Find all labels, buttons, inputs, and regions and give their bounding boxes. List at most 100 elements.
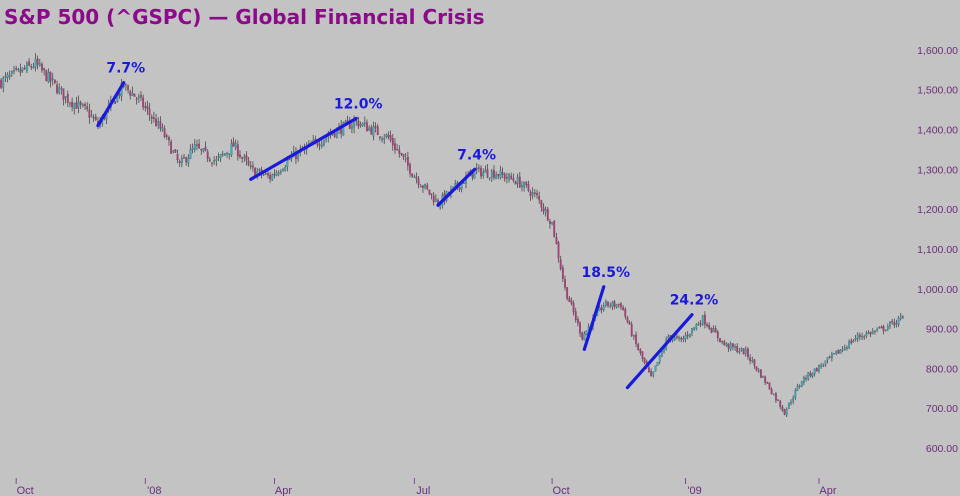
candle-body — [751, 359, 754, 362]
candle-body — [568, 297, 571, 302]
candle-body — [716, 331, 719, 339]
rally-line — [625, 313, 694, 390]
candle-body — [712, 328, 715, 333]
candle-body — [8, 74, 11, 77]
candle-body — [540, 200, 543, 208]
candle-body — [878, 327, 881, 329]
candle-body — [383, 138, 386, 140]
candle-body — [652, 371, 655, 376]
candle-body — [62, 88, 65, 100]
candle-body — [736, 346, 739, 353]
candle-body — [505, 177, 508, 179]
y-tick-label: 1,100.00 — [917, 244, 958, 256]
candle-body — [488, 177, 491, 179]
candle-body — [51, 78, 54, 80]
candle-body — [284, 167, 287, 171]
candle-body — [775, 393, 777, 401]
candle-body — [30, 66, 33, 68]
candle-body — [129, 91, 132, 96]
candle-body — [607, 301, 609, 306]
candle-body — [727, 343, 730, 349]
candle-body — [155, 118, 157, 127]
candle-body — [137, 96, 140, 98]
candle-body — [734, 346, 736, 348]
candle-body — [282, 169, 284, 171]
candle-body — [798, 385, 801, 388]
candle-body — [221, 153, 224, 156]
candle-body — [510, 175, 513, 179]
candle-body — [245, 155, 248, 161]
candle-body — [566, 287, 569, 299]
candle-body — [53, 79, 56, 83]
candle-body — [536, 193, 538, 196]
candle-body — [88, 109, 91, 118]
candle-body — [783, 409, 786, 415]
candle-body — [792, 398, 795, 402]
candle-body — [682, 338, 685, 340]
x-tick-label: Jul — [416, 485, 430, 496]
candle-body — [493, 169, 495, 178]
candle-body — [889, 322, 891, 327]
candle-body — [187, 157, 190, 164]
candle-body — [495, 174, 498, 179]
candle-body — [521, 185, 523, 188]
y-tick-label: 800.00 — [926, 363, 958, 375]
x-axis: Oct '08 Apr Jul Oct '09 Apr — [15, 478, 837, 496]
candle-body — [781, 406, 784, 411]
candle-body — [880, 326, 883, 329]
candle-body — [211, 162, 213, 164]
candle-body — [404, 158, 407, 160]
candle-body — [372, 126, 375, 137]
candle-body — [215, 159, 218, 161]
candle-body — [273, 173, 276, 176]
candle-body — [249, 165, 252, 167]
candle-body — [486, 169, 489, 178]
candle-body — [193, 144, 196, 150]
candle-body — [288, 158, 291, 161]
candle-body — [269, 174, 272, 180]
candle-body — [353, 121, 355, 128]
candle-body — [432, 195, 435, 203]
candle-body — [424, 184, 426, 188]
candle-body — [820, 365, 823, 367]
candle-body — [434, 198, 437, 202]
candle-body — [258, 169, 261, 171]
candle-body — [355, 120, 358, 122]
candle-body — [73, 103, 76, 110]
candle-body — [351, 125, 353, 130]
candle-body — [163, 128, 166, 138]
candle-body — [843, 347, 846, 350]
candle-body — [279, 171, 282, 173]
candle-body — [508, 174, 510, 180]
candle-body — [84, 104, 86, 107]
candle-body — [617, 303, 620, 306]
rally-label: 12.0% — [334, 96, 383, 112]
candle-body — [430, 193, 433, 195]
candle-body — [271, 174, 274, 181]
candle-body — [738, 351, 741, 353]
candle-body — [490, 171, 493, 178]
candle-body — [600, 307, 603, 311]
candle-body — [706, 324, 708, 327]
candle-body — [620, 303, 622, 308]
candle-body — [38, 63, 41, 66]
candle-body — [729, 343, 732, 350]
candle-body — [512, 177, 515, 181]
candle-body — [378, 136, 381, 138]
candle-body — [598, 307, 601, 312]
candle-body — [854, 338, 857, 340]
candle-body — [800, 381, 803, 387]
candle-body — [148, 108, 151, 116]
candle-body — [867, 332, 870, 334]
candle-body — [419, 185, 422, 188]
candle-body — [525, 181, 528, 186]
y-tick-label: 900.00 — [926, 324, 958, 336]
candle-body — [643, 358, 646, 364]
candle-body — [697, 324, 700, 326]
candle-body — [413, 176, 416, 178]
candle-body — [837, 350, 840, 354]
rally-line — [582, 285, 606, 351]
x-tick-label: Oct — [17, 485, 34, 496]
candle-body — [650, 371, 652, 377]
candle-body — [850, 340, 853, 344]
